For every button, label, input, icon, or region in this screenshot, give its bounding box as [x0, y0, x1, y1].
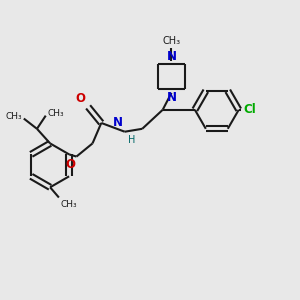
Text: N: N [167, 50, 176, 63]
Text: CH₃: CH₃ [162, 36, 181, 46]
Text: O: O [76, 92, 86, 105]
Text: CH₃: CH₃ [47, 109, 64, 118]
Text: O: O [65, 158, 75, 171]
Text: H: H [128, 135, 136, 145]
Text: CH₃: CH₃ [60, 200, 77, 208]
Text: N: N [167, 91, 176, 104]
Text: N: N [113, 116, 123, 129]
Text: CH₃: CH₃ [6, 112, 22, 121]
Text: Cl: Cl [243, 103, 256, 116]
